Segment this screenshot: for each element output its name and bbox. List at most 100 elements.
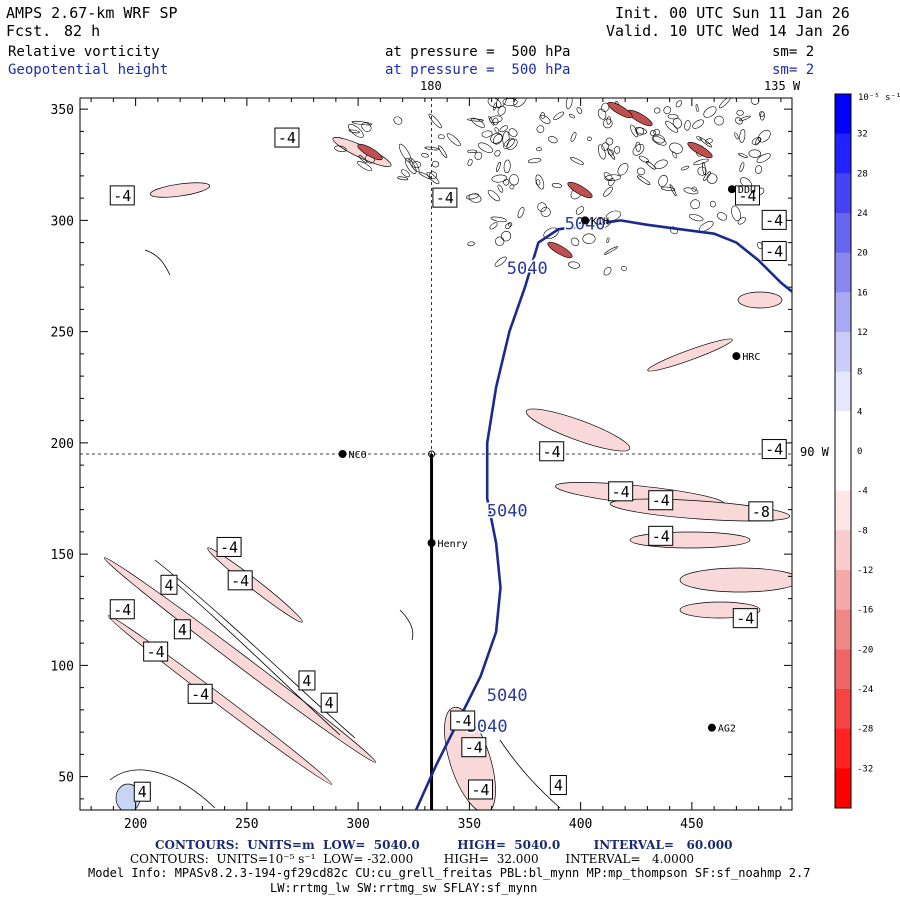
contour-label-box: -4 (648, 525, 674, 546)
contour-label-frame (187, 683, 213, 704)
contour-label-frame (608, 481, 634, 502)
station-dot (707, 723, 716, 732)
colorbar-tick-label: -12 (857, 566, 873, 576)
vorticity-positive-contours (109, 249, 561, 809)
vorticity-cell (429, 171, 438, 179)
colorbar-tick-label: -16 (857, 606, 873, 616)
vorticity-cell (705, 138, 713, 144)
vorticity-cell (437, 134, 445, 140)
vorticity-cell (490, 216, 507, 223)
vorticity-cell (607, 148, 616, 160)
vorticity-cell (495, 236, 505, 247)
contour-label: 4 (138, 783, 147, 801)
vorticity-cell (604, 246, 618, 255)
crosshair-marker (428, 450, 436, 458)
contour-label: 4 (325, 694, 334, 712)
vorticity-cell (548, 136, 558, 144)
vorticity-cell (438, 145, 448, 158)
vorticity-cell (603, 186, 613, 197)
smoothing-height: sm= 2 (772, 62, 815, 78)
station-label: NCO (349, 450, 367, 461)
contour-label-frame (160, 574, 178, 595)
vorticity-cell (738, 115, 751, 122)
vorticity-cell (536, 125, 545, 133)
colorbar-segment (835, 133, 851, 174)
contour-label-box: -4 (461, 737, 487, 758)
contour-label-frame (216, 536, 242, 557)
vorticity-cell (693, 158, 709, 166)
y-tick-label: 200 (51, 437, 74, 452)
contour-label-frame (648, 490, 674, 511)
vorticity-cell (663, 106, 672, 115)
contour-label-box: -4 (761, 209, 787, 230)
colorbar-frame (834, 93, 852, 809)
lon-label-90w: 90 W (800, 445, 830, 459)
contour-label: 4 (178, 621, 187, 639)
contour-label: -4 (191, 685, 209, 703)
x-tick-label: 450 (680, 817, 703, 832)
level-height: at pressure = 500 hPa (385, 62, 571, 78)
contour-label: -8 (752, 503, 770, 521)
vorticity-cell (565, 98, 573, 109)
contour-label-frame (143, 641, 169, 662)
vorticity-cell (517, 206, 525, 218)
vorticity-cell (491, 174, 508, 183)
vorticity-cell (358, 155, 367, 163)
vorticity-cell (535, 179, 541, 186)
contour-label-box: -4 (432, 187, 458, 208)
forecast-hour: 82 h (64, 22, 101, 40)
vorticity-cell (759, 111, 765, 121)
colorbar-tick-label: 8 (857, 368, 862, 378)
vorticity-cell (603, 266, 612, 276)
vorticity-cell (505, 223, 512, 229)
vorticity-cell (690, 199, 701, 210)
vorticity-cell (597, 108, 607, 120)
strong-vorticity-cell (567, 181, 593, 199)
vorticity-cell (735, 117, 743, 125)
colorbar-segment (835, 609, 851, 650)
station-dot (338, 450, 347, 458)
contour-label-box: 4 (133, 781, 151, 802)
footer-height-contours: CONTOURS: UNITS=m LOW= 5040.0 HIGH= 5040… (155, 838, 733, 852)
vorticity-cell (428, 113, 442, 129)
vorticity-cell (675, 100, 683, 108)
vorticity-cell (570, 157, 584, 165)
contour-label-box: 4 (549, 775, 567, 796)
height-contour-label: 5040 (487, 686, 528, 706)
contour-label-box: -4 (187, 683, 213, 704)
contour-label: -4 (113, 187, 131, 205)
lon-label-180: 180 (420, 79, 442, 93)
contour-label-frame (761, 439, 787, 460)
vorticity-cell (487, 189, 500, 202)
contour-label: -4 (652, 492, 670, 510)
vorticity-cell (570, 237, 580, 247)
contour-label-frame (735, 185, 760, 206)
station-dot (581, 216, 590, 225)
contour-label-frame (549, 775, 567, 796)
contour-label: -4 (765, 243, 783, 261)
colorbar-tick-label: 0 (857, 447, 862, 457)
contour-label-frame (274, 127, 300, 148)
vorticity-cell (421, 153, 429, 158)
colorbar-segment (835, 292, 851, 333)
contour-label-frame (227, 570, 253, 591)
colorbar: 32 28 24 20 16 12 8 4 0 -4 -8 -12 -16 -20 -24 -28 -32 (834, 93, 873, 809)
contour-label-box: -4 (274, 127, 300, 148)
vorticity-cell (637, 175, 651, 185)
forecast-label: Fcst. (6, 22, 52, 40)
vorticity-cell (617, 163, 629, 176)
vorticity-cell (587, 136, 592, 142)
vorticity-cell (748, 149, 762, 158)
contour-label: -4 (612, 483, 630, 501)
vorticity-cell (497, 184, 504, 193)
contour-label-box: -4 (109, 599, 135, 620)
colorbar-tick-label: 12 (857, 328, 868, 338)
station-dot (727, 185, 736, 194)
vorticity-cell (604, 174, 621, 181)
vorticity-cell (651, 135, 667, 146)
x-tick-label: 200 (124, 817, 147, 832)
colorbar-tick-label: 20 (857, 249, 868, 259)
vorticity-cell (649, 130, 657, 136)
vorticity-cell (397, 176, 409, 181)
vorticity-cell (706, 173, 718, 184)
